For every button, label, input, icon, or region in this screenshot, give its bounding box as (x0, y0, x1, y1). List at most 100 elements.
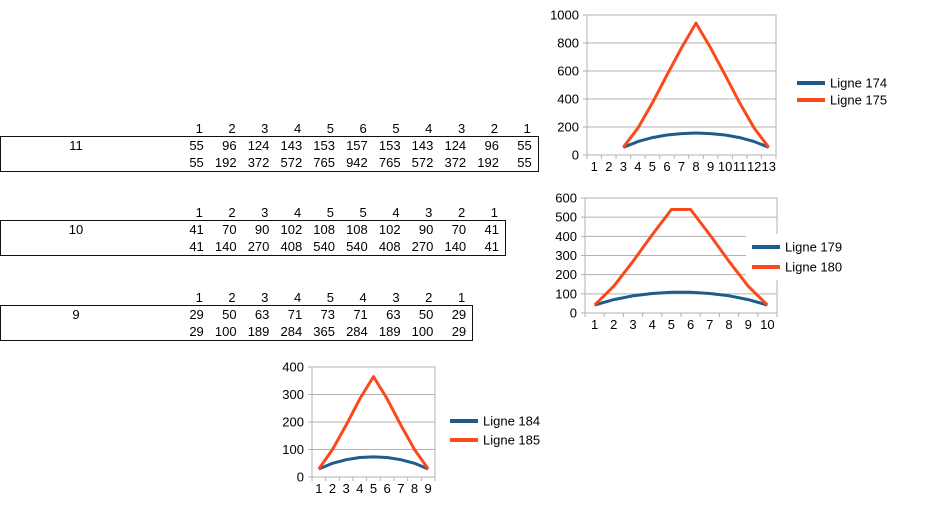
value-cell[interactable]: 143 (280, 138, 303, 153)
value-cell[interactable]: 63 (386, 307, 401, 322)
header-cell[interactable]: 3 (392, 290, 400, 305)
header-cell[interactable]: 1 (523, 121, 531, 136)
value-cell[interactable]: 73 (320, 307, 335, 322)
value-cell[interactable]: 71 (353, 307, 368, 322)
value-cell[interactable]: 572 (280, 155, 303, 170)
value-cell[interactable]: 124 (444, 138, 467, 153)
value-cell[interactable]: 70 (451, 222, 467, 237)
value-cell[interactable]: 96 (222, 138, 237, 153)
value-cell[interactable]: 70 (222, 222, 237, 237)
value-cell[interactable]: 140 (214, 239, 237, 254)
header-cell[interactable]: 2 (228, 290, 236, 305)
header-cell[interactable]: 5 (392, 121, 400, 136)
header-cell[interactable]: 3 (261, 205, 269, 220)
value-cell[interactable]: 540 (346, 239, 368, 254)
value-cell[interactable]: 50 (418, 307, 434, 322)
row-label-cell[interactable]: 9 (1, 306, 177, 323)
value-cell[interactable]: 192 (477, 155, 499, 170)
header-cell[interactable]: 4 (293, 121, 302, 136)
x-axis-label: 9 (745, 317, 752, 332)
header-cell[interactable]: 3 (261, 290, 269, 305)
header-cell[interactable]: 2 (490, 121, 498, 136)
chart-ligne-184-ligne-185[interactable]: 0 100 200 300 400 1 2 3 4 5 6 7 8 9 Ligne 184 Ligne 185 (270, 355, 560, 505)
value-cell[interactable]: 96 (484, 138, 499, 153)
row-label-empty-cell[interactable] (1, 154, 177, 171)
chart-ligne-179-ligne-180[interactable]: 0 100 200 300 400 500 600 1 2 3 4 5 6 7 8 9 10 Ligne 179 L… (550, 190, 890, 340)
header-cell[interactable]: 1 (457, 290, 466, 305)
header-cell[interactable]: 3 (425, 205, 433, 220)
header-cell[interactable]: 5 (359, 205, 367, 220)
value-cell[interactable]: 540 (313, 239, 335, 254)
value-cell[interactable]: 157 (346, 138, 368, 153)
header-cell[interactable]: 3 (457, 121, 466, 136)
header-cell[interactable]: 1 (195, 205, 203, 220)
row-label-empty-cell[interactable] (1, 238, 177, 255)
header-cell[interactable]: 4 (425, 121, 433, 136)
value-cell[interactable]: 55 (517, 155, 532, 170)
value-cell[interactable]: 372 (247, 155, 270, 170)
header-cell[interactable]: 5 (326, 205, 334, 220)
header-cell[interactable]: 1 (195, 121, 203, 136)
header-cell[interactable]: 2 (228, 205, 236, 220)
header-cell[interactable]: 1 (195, 290, 203, 305)
value-cell[interactable]: 284 (346, 324, 368, 339)
row-label-cell[interactable]: 10 (1, 221, 177, 238)
value-cell[interactable]: 140 (444, 239, 467, 254)
value-cell[interactable]: 55 (189, 138, 204, 153)
value-cell[interactable]: 102 (280, 222, 303, 237)
value-cell[interactable]: 192 (214, 155, 237, 170)
value-cell[interactable]: 41 (189, 239, 204, 254)
value-cell[interactable]: 124 (247, 138, 270, 153)
value-cell[interactable]: 41 (484, 222, 499, 237)
value-cell[interactable]: 102 (378, 222, 401, 237)
value-cell[interactable]: 108 (313, 222, 335, 237)
value-cell[interactable]: 71 (287, 307, 303, 322)
row-label-cell[interactable]: 11 (1, 137, 177, 154)
value-cell[interactable]: 143 (411, 138, 434, 153)
value-cell[interactable]: 284 (280, 324, 303, 339)
value-cell[interactable]: 29 (451, 324, 467, 339)
value-cell[interactable]: 942 (346, 155, 368, 170)
header-cell[interactable]: 4 (293, 290, 302, 305)
value-cell[interactable]: 55 (517, 138, 532, 153)
header-cell[interactable]: 4 (359, 290, 367, 305)
value-cell[interactable]: 90 (418, 222, 434, 237)
value-cell[interactable]: 90 (254, 222, 270, 237)
value-cell[interactable]: 372 (444, 155, 467, 170)
header-cell[interactable]: 1 (490, 205, 498, 220)
value-cell[interactable]: 108 (346, 222, 368, 237)
header-cell[interactable]: 6 (359, 121, 367, 136)
value-cell[interactable]: 765 (378, 155, 401, 170)
value-cell[interactable]: 153 (378, 138, 401, 153)
header-cell[interactable]: 2 (457, 205, 466, 220)
value-cell[interactable]: 189 (247, 324, 270, 339)
value-cell[interactable]: 41 (189, 222, 204, 237)
header-cell[interactable]: 4 (293, 205, 302, 220)
value-cell[interactable]: 765 (313, 155, 335, 170)
value-cell[interactable]: 572 (411, 155, 434, 170)
header-cell[interactable]: 3 (261, 121, 269, 136)
value-cell[interactable]: 29 (189, 307, 204, 322)
value-cell[interactable]: 63 (254, 307, 270, 322)
header-cell[interactable]: 2 (228, 121, 236, 136)
value-cell[interactable]: 50 (222, 307, 237, 322)
value-cell[interactable]: 100 (214, 324, 237, 339)
value-cell[interactable]: 41 (484, 239, 499, 254)
header-cell[interactable]: 4 (392, 205, 400, 220)
value-cell[interactable]: 29 (451, 307, 467, 322)
value-cell[interactable]: 408 (378, 239, 401, 254)
header-cell[interactable]: 5 (326, 290, 334, 305)
value-cell[interactable]: 100 (411, 324, 434, 339)
value-cell[interactable]: 270 (411, 239, 434, 254)
value-cell[interactable]: 408 (280, 239, 303, 254)
header-cell[interactable]: 5 (326, 121, 334, 136)
value-cell[interactable]: 270 (247, 239, 270, 254)
value-cell[interactable]: 29 (189, 324, 204, 339)
value-cell[interactable]: 189 (378, 324, 401, 339)
header-cell[interactable]: 2 (425, 290, 433, 305)
value-cell[interactable]: 153 (313, 138, 335, 153)
value-cell[interactable]: 365 (313, 324, 335, 339)
row-label-empty-cell[interactable] (1, 323, 177, 340)
value-cell[interactable]: 55 (189, 155, 204, 170)
